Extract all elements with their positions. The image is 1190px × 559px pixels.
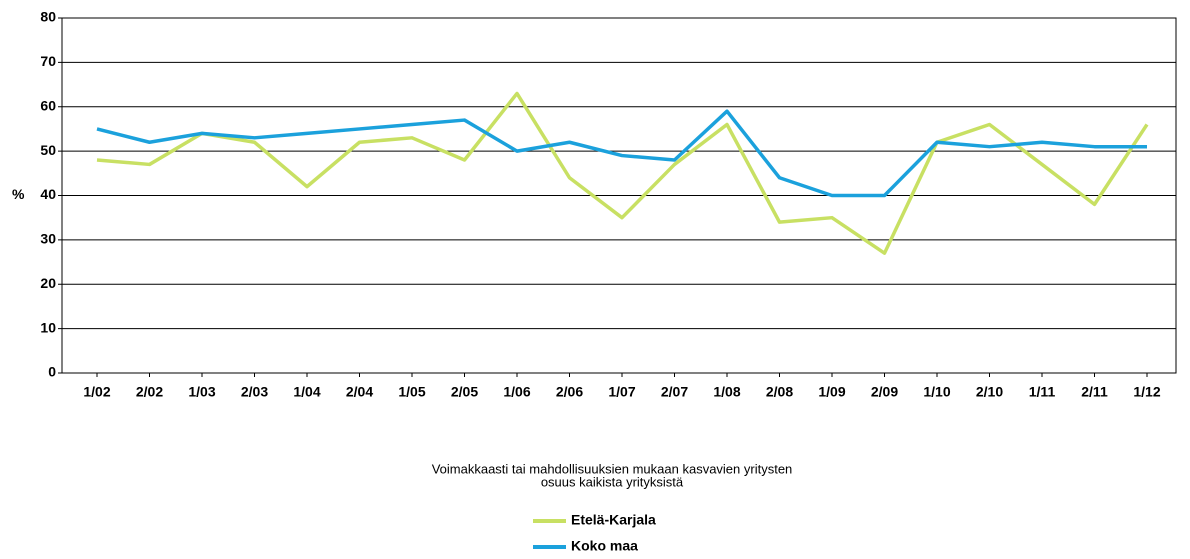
y-tick-label: 50 bbox=[40, 142, 56, 158]
y-tick-label: 70 bbox=[40, 53, 56, 69]
x-tick-label: 1/10 bbox=[923, 384, 950, 400]
x-tick-label: 1/09 bbox=[818, 384, 845, 400]
x-tick-label: 2/03 bbox=[241, 384, 268, 400]
x-tick-label: 1/02 bbox=[83, 384, 110, 400]
legend-label: Etelä-Karjala bbox=[571, 512, 656, 528]
x-tick-label: 1/12 bbox=[1133, 384, 1160, 400]
x-tick-label: 1/04 bbox=[293, 384, 320, 400]
y-tick-label: 60 bbox=[40, 97, 56, 113]
plot-frame bbox=[61, 17, 1177, 374]
x-tick-label: 1/08 bbox=[713, 384, 740, 400]
x-tick-label: 2/11 bbox=[1081, 384, 1108, 400]
line-series bbox=[96, 91, 1149, 255]
legend-label: Koko maa bbox=[571, 538, 638, 554]
y-tick-label: 20 bbox=[40, 275, 56, 291]
y-tick-label: 10 bbox=[40, 319, 56, 335]
x-tick-label: 2/10 bbox=[976, 384, 1003, 400]
x-axis-label: Voimakkaasti tai mahdollisuuksien mukaan… bbox=[432, 461, 793, 476]
y-tick-label: 0 bbox=[48, 364, 56, 380]
x-tick-label: 2/08 bbox=[766, 384, 793, 400]
x-tick-label: 1/05 bbox=[398, 384, 425, 400]
line-series bbox=[96, 109, 1147, 198]
x-tick-label: 1/11 bbox=[1029, 384, 1056, 400]
x-tick-label: 2/02 bbox=[136, 384, 163, 400]
x-tick-label: 1/07 bbox=[608, 384, 635, 400]
y-axis-label: % bbox=[12, 186, 25, 202]
x-tick-label: 2/09 bbox=[871, 384, 898, 400]
x-tick-label: 1/03 bbox=[188, 384, 215, 400]
x-tick-label: 2/07 bbox=[661, 384, 688, 400]
x-axis-label: osuus kaikista yrityksistä bbox=[541, 474, 684, 489]
x-tick-label: 2/06 bbox=[556, 384, 583, 400]
x-tick-label: 2/05 bbox=[451, 384, 478, 400]
y-tick-label: 30 bbox=[40, 231, 56, 247]
x-tick-label: 1/06 bbox=[503, 384, 530, 400]
y-tick-label: 40 bbox=[40, 186, 56, 202]
x-tick-label: 2/04 bbox=[346, 384, 373, 400]
y-tick-label: 80 bbox=[40, 9, 56, 25]
